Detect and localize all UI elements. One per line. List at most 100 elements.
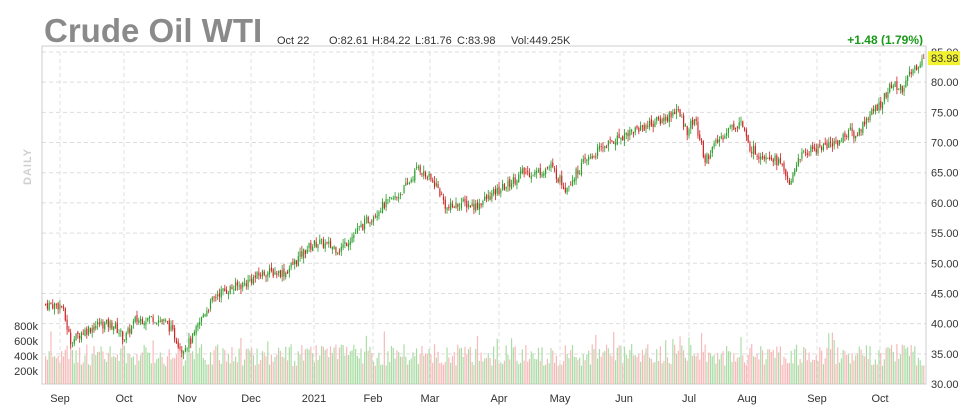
volume-bar	[464, 346, 466, 384]
volume-bar	[731, 362, 733, 384]
volume-bar	[403, 344, 405, 384]
volume-bar	[496, 338, 498, 384]
volume-bar	[577, 359, 579, 384]
candle-body	[405, 182, 407, 186]
candle-body	[528, 172, 531, 178]
candle-body	[186, 347, 188, 349]
volume-bar	[822, 364, 825, 384]
chart-title: Crude Oil WTI	[44, 12, 263, 49]
candle-body	[645, 125, 647, 129]
volume-bar	[141, 352, 143, 384]
volume-bar	[537, 347, 540, 384]
volume-bar	[550, 348, 552, 384]
volume-bar	[342, 345, 344, 384]
candle-body	[833, 140, 835, 146]
volume-bar	[191, 351, 194, 384]
volume-bar	[441, 362, 443, 384]
volume-bar	[46, 359, 48, 384]
volume-bar	[675, 353, 678, 384]
candle-body	[566, 187, 568, 193]
volume-bar	[53, 356, 56, 384]
candle-body	[808, 153, 810, 155]
candle-body	[643, 125, 645, 131]
volume-bar	[838, 362, 841, 384]
candle-body	[233, 289, 235, 290]
volume-bar	[220, 363, 222, 384]
candle-body	[312, 246, 314, 252]
volume-bar	[55, 358, 57, 384]
candle-body	[234, 282, 237, 291]
volume-bar	[661, 363, 663, 384]
candle-body	[82, 333, 84, 335]
candle-body	[910, 72, 912, 74]
x-tick-label: Mar	[421, 393, 440, 405]
candle-body	[914, 66, 916, 70]
volume-bar	[636, 356, 638, 384]
volume-bar	[93, 346, 95, 384]
volume-bar	[715, 363, 717, 384]
volume-bar	[892, 351, 894, 384]
candle-body	[347, 243, 350, 248]
candle-body	[598, 145, 600, 149]
candle-body	[613, 141, 615, 144]
candle-body	[842, 134, 844, 143]
candle-body	[541, 174, 543, 177]
candle-body	[378, 211, 380, 216]
candle-body	[550, 163, 552, 168]
volume-bar	[765, 359, 767, 384]
volume-bar	[364, 351, 366, 384]
volume-bar	[754, 357, 756, 384]
candle-body	[536, 171, 538, 174]
volume-bar	[179, 347, 181, 384]
candle-body	[52, 304, 54, 309]
volume-bar	[830, 349, 832, 384]
y-tick-label: 35.00	[931, 349, 959, 361]
volume-bar	[656, 349, 658, 384]
candle-body	[509, 179, 511, 187]
candle-body	[123, 340, 126, 342]
candle-body	[921, 58, 923, 66]
volume-bar	[304, 349, 307, 384]
candle-body	[448, 206, 450, 209]
volume-bar	[263, 352, 265, 384]
candle-body	[272, 269, 274, 277]
volume-bar	[752, 356, 755, 384]
candle-body	[444, 199, 446, 209]
volume-bar	[665, 340, 667, 384]
volume-bar	[272, 361, 274, 384]
candle-body	[503, 184, 505, 191]
volume-bar	[122, 339, 124, 384]
volume-bar	[285, 346, 287, 384]
volume-bar	[288, 347, 290, 384]
candle-body	[505, 187, 507, 189]
volume-bar	[390, 345, 393, 384]
volume-bar	[880, 352, 882, 384]
volume-bar	[381, 364, 384, 384]
volume-bar	[453, 352, 455, 384]
volume-bar	[564, 345, 566, 384]
volume-bar	[163, 363, 165, 384]
volume-bar	[139, 355, 142, 384]
candle-body	[277, 270, 280, 274]
volume-bar	[376, 357, 378, 384]
volume-bar	[858, 346, 860, 384]
candle-body	[840, 140, 842, 142]
volume-bar	[131, 357, 133, 384]
candle-body	[498, 186, 500, 195]
volume-bar	[803, 346, 805, 384]
candle-body	[89, 328, 91, 333]
candle-body	[88, 326, 90, 335]
candle-body	[333, 246, 335, 249]
volume-bar	[527, 361, 529, 384]
volume-bar	[684, 357, 687, 384]
volume-bar	[439, 363, 441, 384]
volume-bar	[579, 357, 581, 384]
candle-body	[625, 133, 627, 135]
volume-bar	[200, 344, 203, 384]
volume-bar	[134, 364, 136, 384]
candle-body	[709, 154, 712, 158]
candle-body	[548, 167, 550, 169]
candle-body	[656, 117, 658, 121]
candle-body	[240, 284, 242, 289]
